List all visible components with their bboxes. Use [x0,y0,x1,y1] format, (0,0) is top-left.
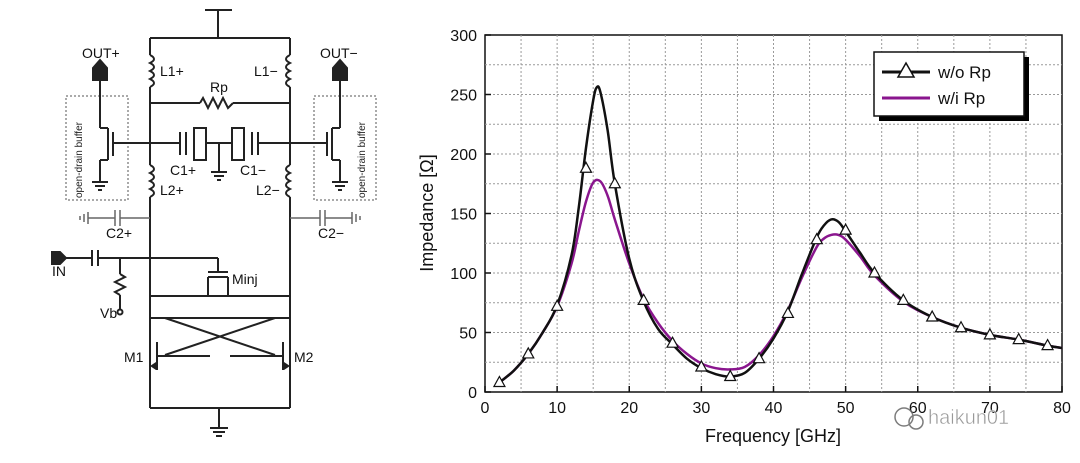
label-l2-minus: L2− [256,182,280,198]
data-point-wo-rp [579,161,593,173]
data-point-wo-rp [781,306,795,319]
buffer-box-left [65,95,129,201]
x-tick-label: 30 [692,400,710,417]
legend-box [873,51,1025,117]
label-l1-minus: L1− [254,63,278,79]
legend-label-wo-rp: w/o Rp [937,63,991,82]
bias-resistor [112,273,128,296]
y-tick-label: 250 [450,88,477,105]
out-minus-terminal [332,58,348,81]
axis-ticks: 0 10 20 30 40 50 60 70 80 0 50 100 150 200 250 300 [450,28,1071,417]
inductor-l1-plus [147,54,155,88]
data-point-wo-rp [752,351,766,364]
y-tick-label: 100 [450,266,477,283]
legend: w/o Rp w/i Rp [873,51,1029,121]
label-c2-minus: C2− [318,225,344,241]
label-rp: Rp [210,79,228,95]
x-tick-label: 70 [981,400,999,417]
y-tick-label: 50 [459,326,477,343]
inductor-l2-plus [147,164,155,198]
x-tick-label: 40 [765,400,783,417]
legend-marker-wo-rp [896,61,916,78]
varactor-c1-minus [231,127,245,161]
label-m2: M2 [294,349,314,365]
data-point-wo-rp [983,327,997,340]
data-point-wo-rp [694,359,708,372]
watermark: haikun01 [894,407,1009,430]
marker-layer [492,161,1055,388]
inductor-l2-minus [285,164,293,198]
data-point-wo-rp [521,346,535,359]
data-point-wo-rp [666,335,680,348]
x-tick-label: 80 [1053,400,1071,417]
cross-couple-wire-2 [164,317,276,356]
x-axis-label: Frequency [GHz] [705,426,841,446]
data-point-wo-rp [550,299,564,311]
legend-label-wi-rp: w/i Rp [937,89,985,108]
y-axis-label: Impedance [Ω] [417,154,437,272]
data-point-wo-rp [1012,332,1026,345]
label-out-minus: OUT− [320,45,358,61]
wechat-icon [894,407,914,427]
capacitor-c2-plus [79,210,150,226]
label-buffer-right: open-drain buffer [357,121,368,198]
label-l1-plus: L1+ [160,63,184,79]
data-point-wo-rp [1041,338,1055,351]
data-point-wo-rp [867,265,881,278]
x-tick-label: 50 [837,400,855,417]
data-point-wo-rp [925,309,939,322]
x-tick-label: 20 [620,400,638,417]
capacitor-c2-minus [290,210,361,226]
y-tick-label: 300 [450,28,477,45]
data-point-wo-rp [608,176,622,189]
data-point-wo-rp [723,369,737,382]
x-tick-label: 10 [548,400,566,417]
data-point-wo-rp [637,293,651,305]
watermark-text: haikun01 [928,407,1009,429]
vco-schematic [51,9,377,437]
data-point-wo-rp [896,293,910,305]
x-tick-label: 0 [481,400,490,417]
label-m1: M1 [124,349,144,365]
data-point-wo-rp [492,375,506,388]
out-plus-terminal [92,58,108,81]
y-tick-label: 0 [468,385,477,402]
impedance-chart: 0 10 20 30 40 50 60 70 80 0 50 100 150 200 250 300 Freq… [417,28,1071,446]
label-buffer-left: open-drain buffer [74,121,85,198]
y-tick-label: 200 [450,147,477,164]
buffer-box-right [313,95,377,201]
label-minj: Minj [232,271,258,287]
label-in: IN [52,263,66,279]
y-tick-label: 150 [450,207,477,224]
label-c2-plus: C2+ [106,225,132,241]
resistor-rp [199,95,234,111]
label-l2-plus: L2+ [160,182,184,198]
vb-node [116,308,124,316]
data-point-wo-rp [810,232,824,245]
label-c1-minus: C1− [240,162,266,178]
x-tick-label: 60 [909,400,927,417]
data-point-wo-rp [839,222,853,235]
series-line-wo-rp [498,85,1063,384]
label-vb: Vb [100,305,117,321]
inductor-l1-minus [285,54,293,88]
label-out-plus: OUT+ [82,45,120,61]
data-point-wo-rp [954,320,968,333]
label-c1-plus: C1+ [170,162,196,178]
in-terminal [51,251,68,265]
